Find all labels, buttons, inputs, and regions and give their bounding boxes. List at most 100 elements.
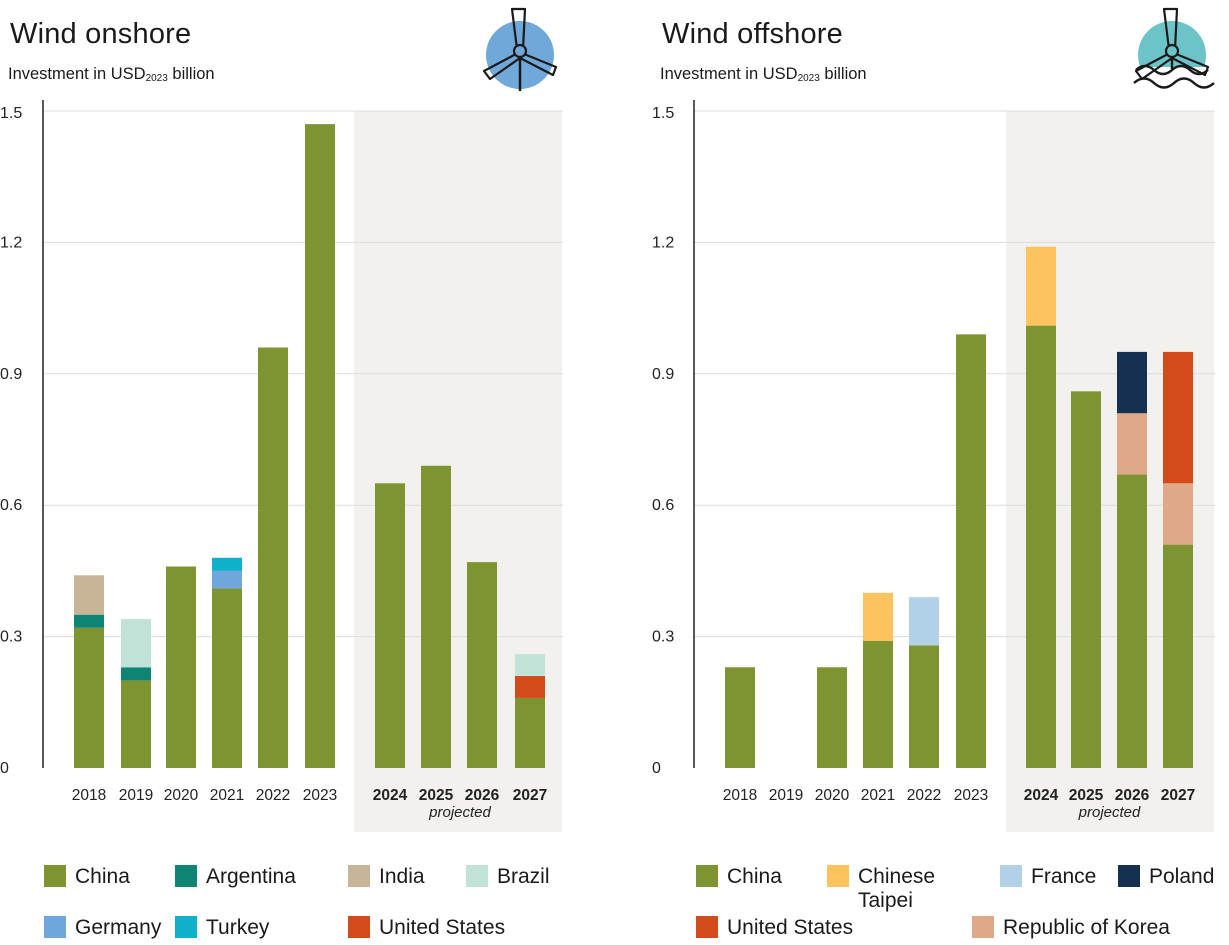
bar-china-2024 xyxy=(375,483,405,768)
legend-label: United States xyxy=(379,916,506,939)
legend-swatch xyxy=(348,916,370,938)
x-tick-label: 2023 xyxy=(303,787,337,804)
legend-item-india: India xyxy=(348,865,425,889)
bar-china-2027 xyxy=(1163,544,1193,768)
bar-france-2022 xyxy=(909,597,939,646)
legend-item-brazil: Brazil xyxy=(466,865,550,889)
legend-label: Germany xyxy=(75,916,162,939)
bar-china-2026 xyxy=(1117,474,1147,768)
bar-china-2018 xyxy=(725,667,755,768)
bar-china-2022 xyxy=(258,347,288,768)
x-tick-label: 2019 xyxy=(769,787,803,804)
bar-china-2023 xyxy=(956,334,986,768)
x-tick-label: 2020 xyxy=(815,787,850,804)
legend-swatch xyxy=(1118,865,1140,887)
x-tick-label: 2018 xyxy=(72,787,106,804)
x-tick-label: 2024 xyxy=(1024,787,1059,804)
bar-brazil-2027 xyxy=(515,654,545,677)
y-tick-label: 0.3 xyxy=(652,629,674,646)
x-tick-label: 2021 xyxy=(210,787,244,804)
wind-onshore-panel: Wind onshore Investment in USD2023 billi… xyxy=(0,0,600,943)
subtitle-prefix: Investment in USD xyxy=(660,65,798,83)
chart-subtitle: Investment in USD2023 billion xyxy=(8,65,215,84)
bar-china-2025 xyxy=(421,465,451,768)
bar-republic-of-korea-2027 xyxy=(1163,483,1193,545)
bar-republic-of-korea-2026 xyxy=(1117,413,1147,475)
bar-china-2024 xyxy=(1026,325,1056,768)
legend-swatch xyxy=(827,865,849,887)
legend-item-united-states: United States xyxy=(348,916,505,940)
bar-argentina-2018 xyxy=(74,614,104,628)
legend-item-france: France xyxy=(1000,865,1096,889)
bar-chinese-taipei-2021 xyxy=(863,592,893,641)
x-tick-label: 2023 xyxy=(954,787,988,804)
bar-turkey-2021 xyxy=(212,557,242,571)
legend-item-republic-of-korea: Republic of Korea xyxy=(972,916,1170,940)
legend-item-chinese-taipei: Chinese Taipei xyxy=(827,865,948,913)
subtitle-sub: 2023 xyxy=(797,73,820,84)
subtitle-prefix: Investment in USD xyxy=(8,65,146,83)
wind-turbine-icon xyxy=(482,7,558,91)
chart-title: Wind offshore xyxy=(662,18,843,50)
wind-offshore-chart: 0 0.3 0.6 0.9 1.2 1.5 2018 2019 2020 2021 2022 2023… xyxy=(652,7,1215,832)
y-tick-label: 0 xyxy=(652,760,661,777)
bar-brazil-2019 xyxy=(121,619,151,668)
bar-china-2021 xyxy=(212,588,242,768)
x-tick-label: 2020 xyxy=(164,787,199,804)
legend-label: Argentina xyxy=(206,865,296,888)
bar-china-2027 xyxy=(515,697,545,768)
legend-label: France xyxy=(1031,865,1097,888)
bar-china-2018 xyxy=(74,627,104,768)
bar-china-2025 xyxy=(1071,391,1101,768)
legend-item-united-states: United States xyxy=(696,916,853,940)
legend-item-poland: Poland xyxy=(1118,865,1214,889)
bar-china-2020 xyxy=(817,667,847,768)
x-tick-label: 2019 xyxy=(119,787,153,804)
bar-united-states-2027 xyxy=(1163,351,1193,484)
legend-label: Poland xyxy=(1149,865,1215,888)
bar-germany-2021 xyxy=(212,570,242,589)
legend-swatch xyxy=(972,916,994,938)
x-tick-label: 2026 xyxy=(1115,787,1150,804)
legend-swatch xyxy=(44,916,66,938)
y-tick-label: 1.2 xyxy=(652,234,674,251)
x-tick-label: 2027 xyxy=(1161,787,1195,804)
x-tick-label: 2021 xyxy=(861,787,895,804)
x-tick-label: 2027 xyxy=(513,787,547,804)
subtitle-suffix: billion xyxy=(167,65,215,83)
legend-label: Republic of Korea xyxy=(1003,916,1170,939)
bar-united-states-2027 xyxy=(515,676,545,698)
legend-item-turkey: Turkey xyxy=(175,916,269,940)
bar-poland-2026 xyxy=(1117,351,1147,414)
legend-swatch xyxy=(175,916,197,938)
legend-label: Brazil xyxy=(497,865,550,888)
legend-item-argentina: Argentina xyxy=(175,865,296,889)
chart-title: Wind onshore xyxy=(10,18,192,50)
y-tick-label: 0 xyxy=(0,760,9,777)
legend-swatch xyxy=(696,916,718,938)
legend-label: India xyxy=(379,865,425,888)
y-tick-label: 1.5 xyxy=(0,105,22,122)
legend-swatch xyxy=(44,865,66,887)
bar-china-2021 xyxy=(863,640,893,768)
x-tick-label: 2022 xyxy=(256,787,290,804)
legend-label: Chinese Taipei xyxy=(858,865,936,912)
subtitle-suffix: billion xyxy=(819,65,867,83)
x-tick-label: 2025 xyxy=(1069,787,1104,804)
legend-label: United States xyxy=(727,916,854,939)
projected-label: projected xyxy=(428,804,491,821)
legend-item-germany: Germany xyxy=(44,916,161,940)
projected-label: projected xyxy=(1078,804,1141,821)
y-tick-label: 0.6 xyxy=(0,497,22,514)
x-tick-label: 2025 xyxy=(419,787,454,804)
legend-swatch xyxy=(1000,865,1022,887)
wind-onshore-legend: China Argentina India Brazil Germany Turkey Un… xyxy=(0,855,600,945)
bar-china-2020 xyxy=(166,566,196,768)
wind-turbine-offshore-icon xyxy=(1133,7,1215,91)
legend-swatch xyxy=(466,865,488,887)
y-tick-label: 0.6 xyxy=(652,497,674,514)
x-tick-label: 2026 xyxy=(465,787,500,804)
bar-china-2023 xyxy=(305,124,335,768)
legend-item-china: China xyxy=(44,865,130,889)
wind-offshore-panel: Wind offshore Investment in USD2023 bill… xyxy=(652,0,1229,943)
